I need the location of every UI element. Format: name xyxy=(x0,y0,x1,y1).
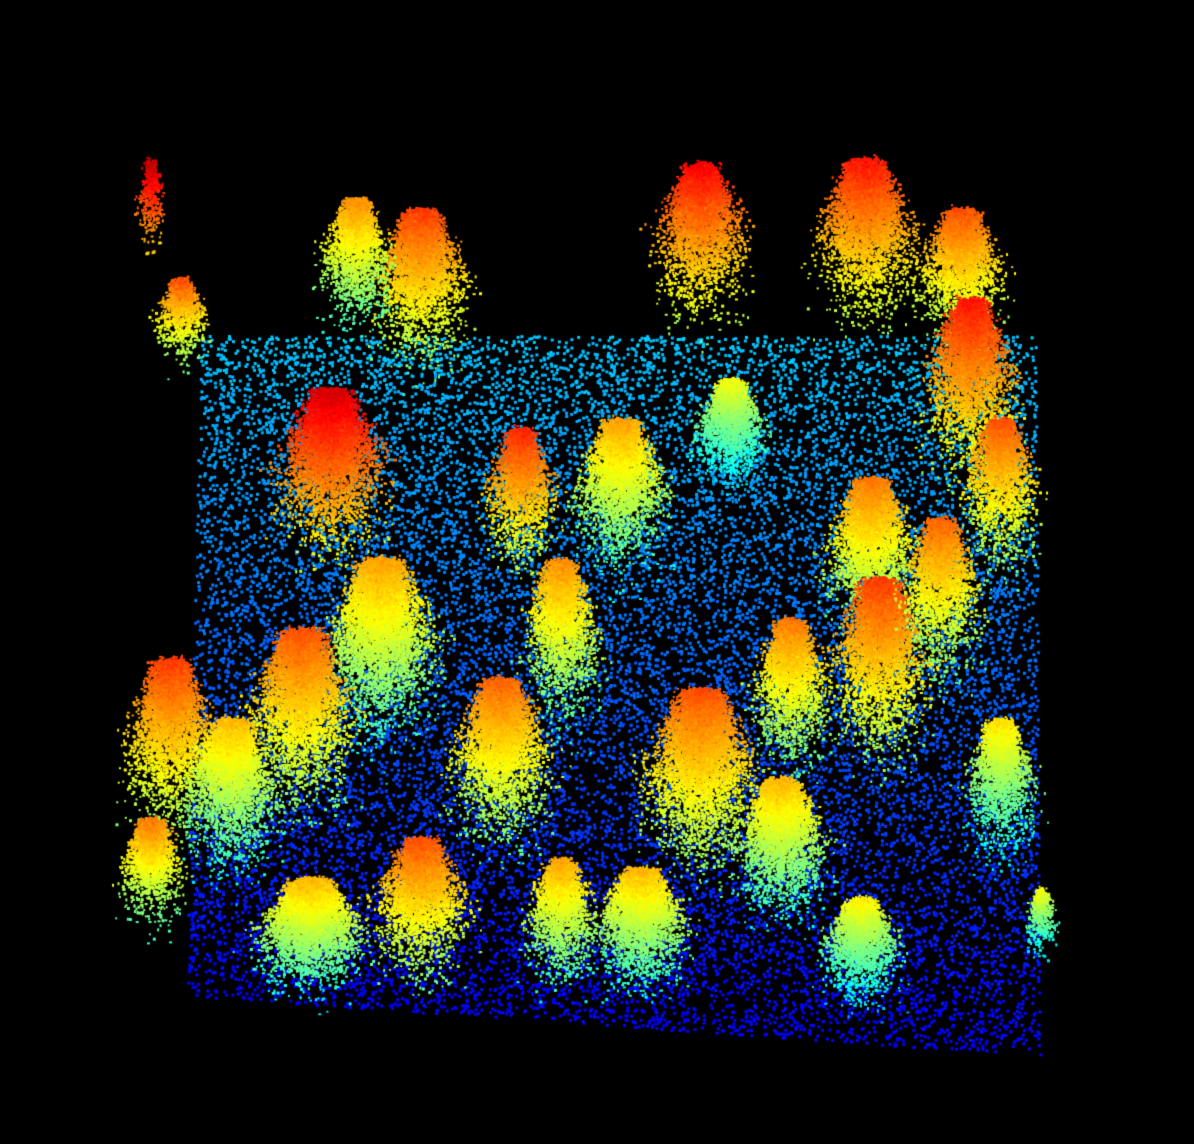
lidar-point-cloud-canvas[interactable] xyxy=(0,0,1194,1144)
point-cloud-viewport[interactable] xyxy=(0,0,1194,1144)
